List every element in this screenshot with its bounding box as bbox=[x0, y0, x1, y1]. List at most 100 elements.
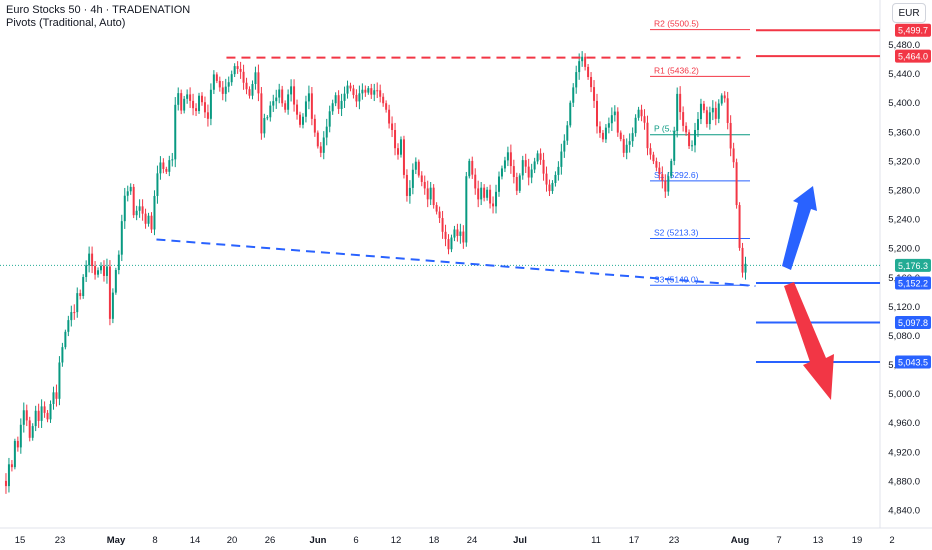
candle-body bbox=[554, 174, 557, 183]
candle-body bbox=[699, 103, 702, 120]
candle-body bbox=[661, 174, 664, 181]
x-tick-label: 23 bbox=[55, 535, 66, 546]
candle-body bbox=[596, 100, 598, 127]
candle-body bbox=[533, 161, 536, 170]
candle-body bbox=[177, 93, 180, 105]
candle-body bbox=[242, 71, 245, 83]
candle-body bbox=[230, 74, 233, 83]
y-tick-label: 4,880.0 bbox=[888, 476, 920, 487]
candle-body bbox=[723, 95, 726, 99]
x-tick-label: Jul bbox=[513, 535, 527, 546]
candle-body bbox=[376, 90, 379, 92]
candles bbox=[4, 51, 747, 494]
candle-body bbox=[676, 93, 679, 132]
level-price-label: 5,043.5 bbox=[898, 358, 928, 368]
candle-body bbox=[471, 160, 474, 175]
candle-body bbox=[572, 87, 575, 103]
candle-body bbox=[447, 239, 450, 250]
candle-body bbox=[34, 410, 37, 427]
x-tick-label: 23 bbox=[669, 535, 680, 546]
candle-body bbox=[453, 229, 456, 238]
candle-body bbox=[429, 187, 432, 200]
current-price-tag bbox=[895, 258, 931, 272]
horizontal-levels: 5,499.7 5,464.0 5,152.2 5,097.8 5,043.5 bbox=[756, 23, 931, 369]
level-price-tag bbox=[895, 276, 931, 290]
candle-body bbox=[346, 85, 349, 94]
y-tick-label: 5,000.0 bbox=[888, 389, 920, 400]
candle-body bbox=[459, 231, 462, 236]
candle-body bbox=[405, 174, 408, 196]
candle-body bbox=[254, 72, 257, 85]
level-price-tag bbox=[895, 49, 931, 63]
candle-body bbox=[245, 82, 248, 90]
candle-body bbox=[417, 161, 420, 176]
candle-body bbox=[10, 464, 13, 468]
candle-body bbox=[156, 173, 159, 196]
candle-body bbox=[370, 88, 373, 95]
candle-body bbox=[685, 125, 688, 133]
candle-body bbox=[399, 139, 402, 155]
candle-body bbox=[79, 293, 82, 296]
candle-body bbox=[239, 68, 242, 72]
y-tick-label: 5,480.0 bbox=[888, 40, 920, 51]
x-tick-label: 7 bbox=[776, 535, 781, 546]
y-tick-label: 5,200.0 bbox=[888, 244, 920, 255]
candle-body bbox=[224, 86, 227, 94]
candle-body bbox=[37, 410, 40, 421]
candle-body bbox=[248, 89, 251, 96]
candle-body bbox=[652, 154, 655, 162]
candle-body bbox=[542, 159, 545, 174]
x-tick-label: 12 bbox=[391, 535, 402, 546]
candle-body bbox=[58, 362, 61, 399]
candle-body bbox=[646, 122, 649, 149]
candle-body bbox=[495, 191, 498, 207]
candle-body bbox=[388, 109, 391, 124]
candle-body bbox=[402, 139, 405, 175]
candle-body bbox=[397, 148, 400, 155]
candle-body bbox=[7, 464, 10, 487]
candle-body bbox=[578, 61, 581, 73]
candle-body bbox=[16, 440, 19, 448]
level-price-label: 5,499.7 bbox=[898, 26, 928, 36]
candle-body bbox=[637, 109, 640, 118]
candle-body bbox=[73, 312, 76, 314]
candle-body bbox=[117, 254, 120, 270]
candle-body bbox=[325, 126, 328, 138]
candle-body bbox=[88, 253, 91, 266]
candle-body bbox=[649, 148, 652, 155]
candle-body bbox=[67, 320, 70, 332]
candle-body bbox=[604, 127, 607, 140]
x-tick-label: Aug bbox=[731, 535, 750, 546]
candle-body bbox=[61, 347, 64, 363]
candle-body bbox=[76, 293, 79, 313]
candle-body bbox=[593, 87, 596, 101]
candle-body bbox=[373, 90, 376, 95]
candle-body bbox=[180, 93, 183, 111]
currency-button[interactable]: EUR bbox=[892, 3, 926, 23]
candle-body bbox=[527, 166, 530, 178]
candle-body bbox=[31, 426, 34, 438]
candle-body bbox=[49, 404, 52, 420]
candle-body bbox=[744, 263, 747, 273]
candle-body bbox=[474, 174, 477, 189]
candle-body bbox=[91, 253, 94, 267]
y-tick-label: 4,840.0 bbox=[888, 506, 920, 517]
candle-body bbox=[227, 82, 230, 87]
candle-body bbox=[55, 392, 58, 399]
candle-body bbox=[708, 112, 711, 125]
candle-body bbox=[266, 117, 269, 119]
x-tick-label: 11 bbox=[591, 535, 601, 546]
candle-body bbox=[524, 160, 527, 167]
candle-body bbox=[97, 270, 100, 275]
candle-body bbox=[738, 205, 741, 248]
candle-body bbox=[613, 111, 616, 116]
candle-body bbox=[162, 162, 165, 169]
candle-body bbox=[200, 95, 203, 103]
x-tick-label: Jun bbox=[310, 535, 327, 546]
x-tick-label: 18 bbox=[429, 535, 440, 546]
pivot-label: R2 (5500.5) bbox=[654, 19, 699, 29]
candle-body bbox=[186, 94, 189, 99]
x-tick-label: 6 bbox=[353, 535, 358, 546]
candle-body bbox=[667, 176, 670, 192]
